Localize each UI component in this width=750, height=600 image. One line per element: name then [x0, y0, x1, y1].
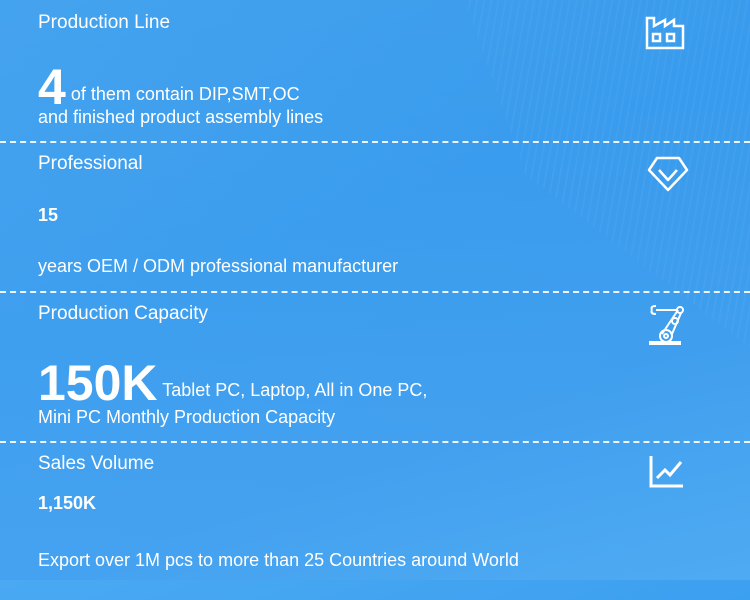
- line-chart-icon: [649, 456, 683, 488]
- divider: [0, 141, 750, 143]
- section-production-line: Production Line 4 of them contain DIP,SM…: [0, 0, 750, 150]
- diamond-check-icon: [647, 156, 689, 192]
- stat-number: 150K: [38, 355, 158, 411]
- stat-desc-2: and finished product assembly lines: [38, 107, 324, 127]
- stat-number: 1,150K: [38, 493, 97, 513]
- stat-desc-2: Mini PC Monthly Production Capacity: [38, 407, 336, 427]
- stat-desc: Export over 1M pcs to more than 25 Count…: [38, 550, 519, 570]
- stat-desc: years OEM / ODM professional manufacture…: [38, 256, 399, 276]
- section-title: Production Line: [38, 12, 171, 33]
- stat-number: 4: [38, 59, 66, 115]
- section-sales-volume: Sales Volume 1,150K Export over 1M pcs t…: [0, 450, 750, 600]
- section-title: Professional: [38, 153, 143, 174]
- section-title: Sales Volume: [38, 453, 155, 474]
- section-title: Production Capacity: [38, 303, 209, 324]
- section-production-capacity: Production Capacity 150K Tablet PC, Lapt…: [0, 300, 750, 450]
- factory-icon: [645, 16, 685, 50]
- section-stat: 150K Tablet PC, Laptop, All in One PC,: [38, 358, 427, 408]
- section-professional: Professional 15 years OEM / ODM professi…: [0, 150, 750, 300]
- stat-desc-1: of them contain DIP,SMT,OC: [70, 84, 300, 104]
- robot-arm-icon: [649, 305, 684, 345]
- stat-number: 15: [38, 205, 59, 225]
- background-overlay: [0, 0, 750, 580]
- stat-desc-1: Tablet PC, Laptop, All in One PC,: [162, 380, 428, 400]
- divider: [0, 291, 750, 293]
- section-stat: 4 of them contain DIP,SMT,OC: [38, 62, 300, 112]
- divider: [0, 441, 750, 443]
